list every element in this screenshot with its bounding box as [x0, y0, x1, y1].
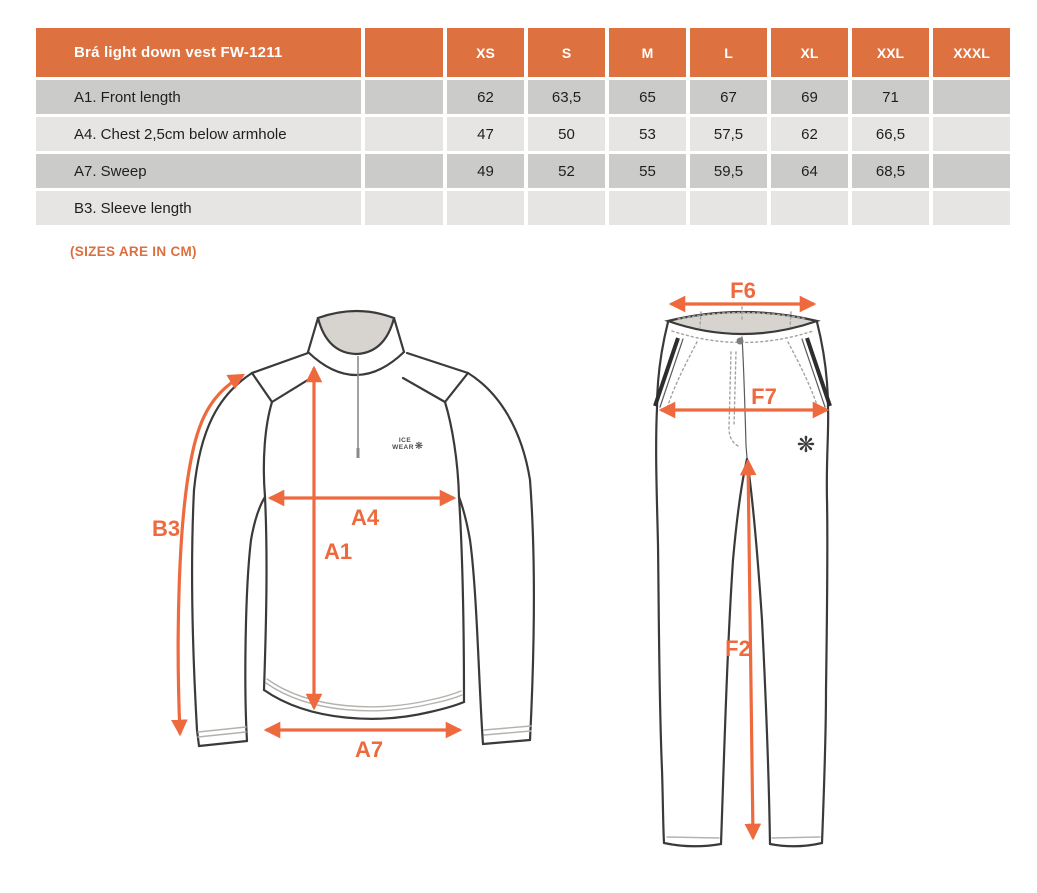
size-value-cell: 49 — [447, 154, 524, 188]
size-value-cell: 62 — [771, 117, 848, 151]
size-column-header: L — [690, 28, 767, 77]
size-value-cell: 52 — [528, 154, 605, 188]
logo-text-ice: ICE — [399, 437, 412, 444]
size-value-cell: 63,5 — [528, 80, 605, 114]
size-value-cell: 67 — [690, 80, 767, 114]
pants-outline: ❋ — [653, 306, 832, 848]
row-spacer-cell — [365, 191, 443, 225]
size-value-cell: 47 — [447, 117, 524, 151]
pants-measure-arrows: F6 F7 F2 — [658, 278, 830, 841]
row-label: A7. Sweep — [36, 154, 361, 188]
size-value-cell: 59,5 — [690, 154, 767, 188]
row-spacer-cell — [365, 117, 443, 151]
shirt-measurement-diagram: ICE WEAR ❋ B3 A4 A1 A7 — [152, 309, 535, 762]
measure-label-f7: F7 — [751, 384, 777, 409]
collar-opening — [316, 309, 396, 356]
size-value-cell: 53 — [609, 117, 686, 151]
measure-arrow-f2 — [739, 458, 762, 841]
row-label: B3. Sleeve length — [36, 191, 361, 225]
pants-measurement-diagram: ❋ F6 F7 F2 — [653, 278, 832, 848]
waist-button — [736, 337, 744, 345]
chart-title: Brá light down vest FW-1211 — [36, 28, 361, 77]
measure-label-f2: F2 — [725, 636, 751, 661]
size-value-cell — [933, 191, 1010, 225]
snowflake-icon: ❋ — [415, 441, 423, 452]
shirt-measure-arrows: B3 A4 A1 A7 — [152, 365, 463, 762]
logo-text-wear: WEAR — [392, 444, 414, 451]
size-value-cell — [447, 191, 524, 225]
size-value-cell: 62 — [447, 80, 524, 114]
size-value-cell: 66,5 — [852, 117, 929, 151]
size-column-header: XXXL — [933, 28, 1010, 77]
measure-label-f6: F6 — [730, 278, 756, 303]
measure-label-a4: A4 — [351, 505, 380, 530]
size-value-cell — [609, 191, 686, 225]
size-column-header: S — [528, 28, 605, 77]
size-value-cell: 69 — [771, 80, 848, 114]
size-value-cell — [933, 154, 1010, 188]
measure-label-a7: A7 — [355, 737, 383, 762]
size-value-cell: 55 — [609, 154, 686, 188]
measure-label-b3: B3 — [152, 516, 180, 541]
row-label: A4. Chest 2,5cm below armhole — [36, 117, 361, 151]
size-chart: Brá light down vest FW-1211 XS S M L XL XXL XXX… — [36, 28, 1010, 225]
waist-opening — [664, 310, 821, 336]
measure-arrow-b3 — [171, 373, 246, 737]
size-value-cell: 68,5 — [852, 154, 929, 188]
size-value-cell: 50 — [528, 117, 605, 151]
size-value-cell: 64 — [771, 154, 848, 188]
size-column-header: XXL — [852, 28, 929, 77]
sizes-unit-note: (SIZES ARE IN CM) — [70, 244, 197, 259]
size-value-cell — [933, 117, 1010, 151]
measure-label-a1: A1 — [324, 539, 352, 564]
size-value-cell: 71 — [852, 80, 929, 114]
size-column-header: M — [609, 28, 686, 77]
row-spacer-cell — [365, 80, 443, 114]
icewear-logo: ICE WEAR ❋ — [392, 437, 423, 452]
size-column-header: XL — [771, 28, 848, 77]
row-label: A1. Front length — [36, 80, 361, 114]
size-value-cell — [933, 80, 1010, 114]
header-spacer-cell — [365, 28, 443, 77]
size-value-cell: 57,5 — [690, 117, 767, 151]
size-value-cell — [528, 191, 605, 225]
snowflake-icon: ❋ — [797, 432, 815, 457]
size-value-cell: 65 — [609, 80, 686, 114]
size-value-cell — [771, 191, 848, 225]
size-value-cell — [690, 191, 767, 225]
row-spacer-cell — [365, 154, 443, 188]
size-value-cell — [852, 191, 929, 225]
size-column-header: XS — [447, 28, 524, 77]
